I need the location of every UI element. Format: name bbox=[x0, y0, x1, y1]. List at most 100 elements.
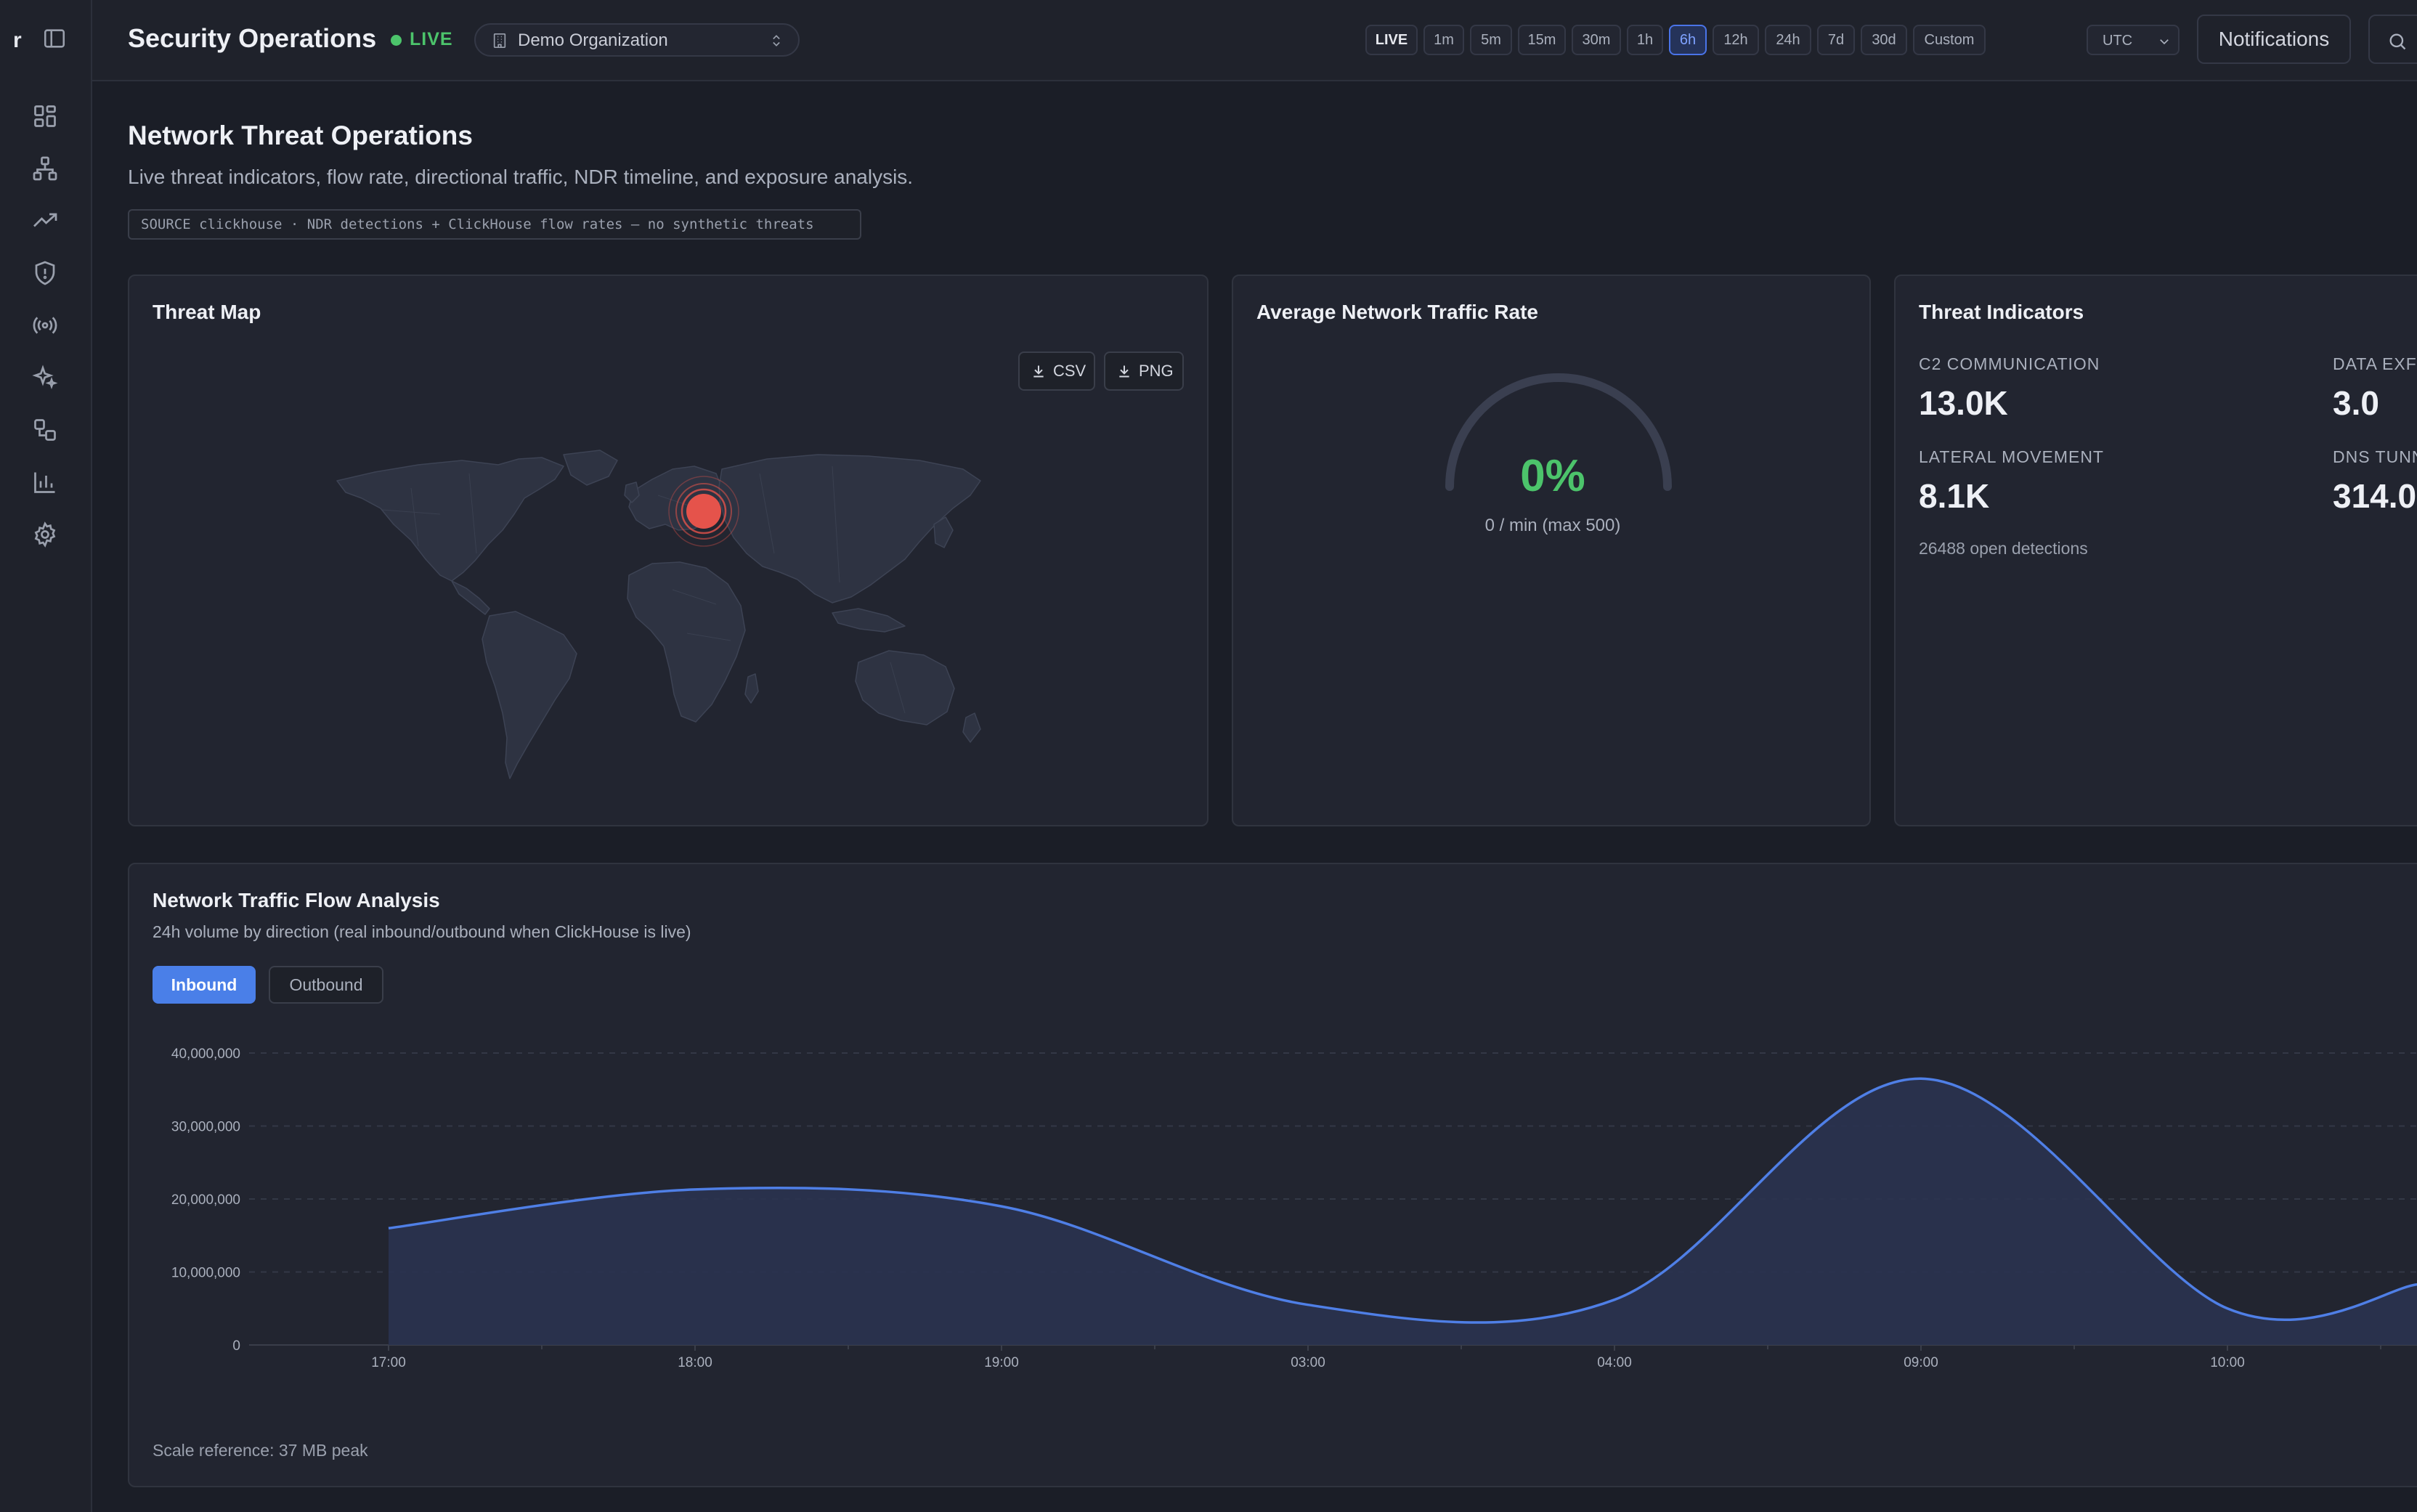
timezone-select[interactable]: UTC bbox=[2087, 25, 2180, 55]
workflow-icon[interactable] bbox=[32, 417, 58, 443]
flow-analysis-subtitle: 24h volume by direction (real inbound/ou… bbox=[153, 922, 691, 941]
range-live-button[interactable]: LIVE bbox=[1365, 25, 1418, 55]
range-1m-button[interactable]: 1m bbox=[1423, 25, 1464, 55]
central-america-shape bbox=[451, 580, 490, 615]
inbound-toggle-button[interactable]: Inbound bbox=[153, 966, 256, 1004]
range-6h-button[interactable]: 6h bbox=[1669, 25, 1707, 55]
threat-indicators-title: Threat Indicators bbox=[1919, 301, 2084, 323]
download-csv-button[interactable]: CSV bbox=[1018, 351, 1095, 391]
traffic-flow-chart[interactable]: 0 10,000,000 20,000,000 30,000,000 40,000,00… bbox=[129, 1031, 2417, 1512]
open-detections-count: 26488 open detections bbox=[1919, 539, 2088, 558]
range-5m-button[interactable]: 5m bbox=[1470, 25, 1512, 55]
download-icon bbox=[1119, 365, 1129, 378]
greenland-shape bbox=[563, 450, 618, 486]
network-icon[interactable] bbox=[32, 155, 58, 182]
traffic-rate-caption: 0 / min (max 500) bbox=[1484, 516, 1621, 535]
top-bar: Security Operations LIVE Demo Organizati… bbox=[92, 0, 2417, 81]
download-png-button[interactable]: PNG bbox=[1104, 351, 1184, 391]
indicator-lateral-value: 8.1K bbox=[1919, 477, 1990, 515]
threat-map-title: Threat Map bbox=[153, 301, 261, 323]
chevron-up-down-icon bbox=[773, 35, 780, 46]
africa-shape bbox=[627, 561, 746, 723]
inbound-line bbox=[388, 1077, 2417, 1324]
madagascar-shape bbox=[744, 673, 759, 704]
scale-reference: Scale reference: 37 MB peak bbox=[153, 1441, 368, 1460]
sidebar: r bbox=[0, 0, 92, 1512]
outbound-toggle-button[interactable]: Outbound bbox=[269, 966, 383, 1004]
live-status-label: LIVE bbox=[410, 29, 453, 49]
organization-name: Demo Organization bbox=[518, 31, 668, 50]
asia-shape bbox=[718, 454, 981, 603]
data-source-badge: SOURCE clickhouse · NDR detections + Cli… bbox=[128, 209, 861, 240]
y-tick-label: 20,000,000 bbox=[171, 1192, 240, 1208]
search-box[interactable] bbox=[2368, 15, 2417, 64]
sparkles-icon[interactable] bbox=[32, 365, 58, 391]
indonesia-shape bbox=[832, 608, 906, 633]
range-1h-button[interactable]: 1h bbox=[1627, 25, 1663, 55]
grid-icon[interactable] bbox=[32, 103, 58, 129]
traffic-rate-card: Average Network Traffic Rate 0% 0 / min … bbox=[1232, 275, 1871, 826]
indicator-lateral-label: LATERAL MOVEMENT bbox=[1919, 447, 2104, 466]
new-zealand-shape bbox=[962, 712, 981, 743]
x-tick-label: 03:00 bbox=[1291, 1355, 1325, 1370]
chevron-down-icon bbox=[2160, 39, 2169, 45]
shield-icon[interactable] bbox=[32, 260, 58, 286]
south-america-shape bbox=[482, 611, 577, 779]
notifications-button[interactable]: Notifications bbox=[2197, 15, 2351, 64]
indicator-c2-label: C2 COMMUNICATION bbox=[1919, 354, 2100, 373]
threat-indicators-card: Threat Indicators C2 COMMUNICATION 13.0K… bbox=[1894, 275, 2417, 826]
broadcast-icon[interactable] bbox=[32, 312, 58, 338]
range-7d-button[interactable]: 7d bbox=[1817, 25, 1855, 55]
organization-selector[interactable]: Demo Organization bbox=[474, 23, 800, 57]
world-map[interactable] bbox=[324, 444, 985, 786]
range-custom-button[interactable]: Custom bbox=[1913, 25, 1986, 55]
y-tick-label: 40,000,000 bbox=[171, 1046, 240, 1062]
range-30d-button[interactable]: 30d bbox=[1861, 25, 1907, 55]
download-png-label: PNG bbox=[1139, 362, 1174, 380]
y-tick-label: 30,000,000 bbox=[171, 1120, 240, 1135]
bar-chart-icon[interactable] bbox=[32, 469, 58, 495]
x-tick-label: 09:00 bbox=[1904, 1355, 1938, 1370]
australia-shape bbox=[855, 650, 955, 725]
traffic-rate-gauge bbox=[1445, 373, 1672, 491]
indicator-c2-value: 13.0K bbox=[1919, 384, 2008, 422]
page-title: Network Threat Operations bbox=[128, 121, 473, 150]
north-america-shape bbox=[336, 457, 564, 582]
indicator-exfil-value: 3.0 bbox=[2333, 384, 2379, 422]
download-icon bbox=[1033, 365, 1044, 378]
app-title: Security Operations bbox=[128, 23, 377, 53]
building-icon bbox=[493, 33, 506, 48]
traffic-rate-value: 0% bbox=[1520, 451, 1585, 501]
indicator-exfil-label: DATA EXFI bbox=[2333, 354, 2417, 373]
range-15m-button[interactable]: 15m bbox=[1518, 25, 1566, 55]
x-tick-label: 17:00 bbox=[371, 1355, 406, 1370]
x-tick-label: 04:00 bbox=[1597, 1355, 1632, 1370]
range-12h-button[interactable]: 12h bbox=[1713, 25, 1759, 55]
flow-analysis-card: Network Traffic Flow Analysis 24h volume… bbox=[128, 863, 2417, 1487]
x-tick-label: 19:00 bbox=[984, 1355, 1019, 1370]
page-subtitle: Live threat indicators, flow rate, direc… bbox=[128, 166, 914, 188]
indicator-dns-label: DNS TUNN bbox=[2333, 447, 2417, 466]
y-tick-label: 10,000,000 bbox=[171, 1266, 240, 1281]
indicator-dns-value: 314.0 bbox=[2333, 477, 2417, 515]
japan-shape bbox=[933, 516, 954, 548]
uk-shape bbox=[624, 481, 640, 503]
timezone-value: UTC bbox=[2103, 33, 2133, 49]
search-icon bbox=[2389, 33, 2406, 50]
trend-icon[interactable] bbox=[32, 208, 58, 234]
traffic-rate-title: Average Network Traffic Rate bbox=[1256, 301, 1538, 323]
range-30m-button[interactable]: 30m bbox=[1572, 25, 1621, 55]
range-24h-button[interactable]: 24h bbox=[1765, 25, 1811, 55]
x-tick-label: 10:00 bbox=[2210, 1355, 2245, 1370]
download-csv-label: CSV bbox=[1053, 362, 1086, 380]
sidebar-toggle-icon[interactable] bbox=[42, 26, 67, 51]
y-tick-label: 0 bbox=[232, 1338, 240, 1354]
live-indicator-dot bbox=[391, 35, 402, 46]
threat-hotspot-marker[interactable] bbox=[668, 476, 739, 547]
threat-map-card: Threat Map CSV PNG bbox=[128, 275, 1208, 826]
flow-analysis-title: Network Traffic Flow Analysis bbox=[153, 889, 440, 911]
inbound-area bbox=[389, 1078, 2417, 1345]
brand-logo[interactable]: r bbox=[13, 28, 22, 52]
x-tick-label: 18:00 bbox=[678, 1355, 712, 1370]
gear-icon[interactable] bbox=[32, 521, 58, 548]
